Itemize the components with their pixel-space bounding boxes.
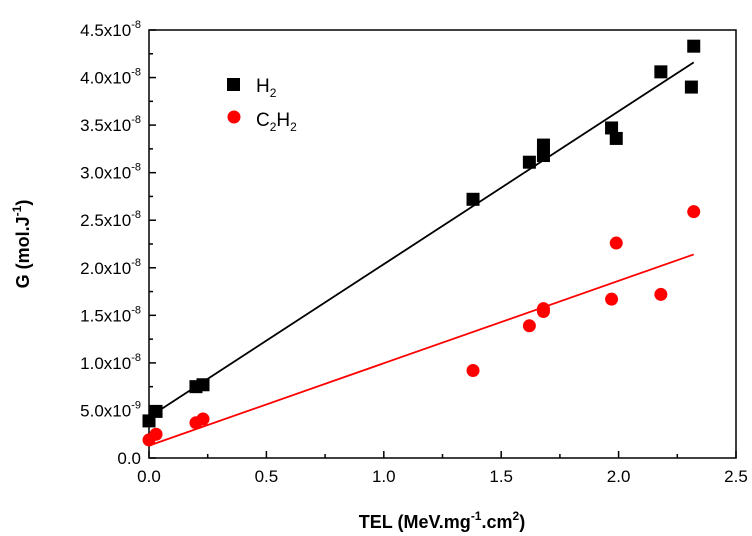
point-c2h2 [536, 302, 550, 316]
legend-label-c2h2: C2H2 [256, 110, 297, 134]
y-tick-label: 4.5x10-8 [80, 19, 141, 40]
y-tick-label: 3.0x10-8 [80, 162, 141, 183]
point-h2 [466, 192, 480, 206]
y-tick-label: 5.0x10-9 [80, 399, 141, 420]
legend-marker-h2 [227, 78, 240, 91]
x-ticks: 0.0 0.5 1.0 1.5 2.0 2.5 [137, 451, 748, 486]
point-c2h2 [654, 287, 668, 301]
point-h2 [687, 39, 701, 53]
legend: H2 C2H2 [227, 76, 297, 134]
fit-line-c2h2 [148, 253, 695, 447]
point-h2 [609, 131, 623, 145]
fit-lines [148, 61, 695, 447]
x-axis-title: TEL (MeV.mg-1.cm2) [359, 509, 525, 532]
x-tick-label: 1.0 [372, 467, 396, 486]
legend-marker-c2h2 [227, 110, 241, 124]
point-c2h2 [605, 292, 619, 306]
point-h2 [536, 138, 550, 152]
y-tick-label: 2.5x10-8 [80, 209, 141, 230]
plot-area [148, 29, 737, 459]
fit-line-h2 [148, 61, 695, 418]
x-tick-label: 1.5 [489, 467, 513, 486]
point-c2h2 [196, 412, 210, 426]
y-tick-label: 4.0x10-8 [80, 67, 141, 88]
point-c2h2 [149, 427, 163, 441]
point-c2h2 [522, 319, 536, 333]
x-tick-label: 2.0 [607, 467, 631, 486]
point-h2 [196, 378, 210, 392]
y-tick-label: 2.0x10-8 [80, 257, 141, 278]
point-h2 [149, 404, 163, 418]
x-tick-label: 2.5 [724, 467, 748, 486]
y-tick-label: 0.0 [117, 449, 141, 468]
x-tick-label: 0.5 [255, 467, 279, 486]
y-tick-label: 1.5x10-8 [80, 304, 141, 325]
x-tick-label: 0.0 [137, 467, 161, 486]
point-c2h2 [466, 363, 480, 377]
point-h2 [654, 65, 668, 79]
point-h2 [536, 149, 550, 163]
point-h2 [684, 80, 698, 94]
point-h2 [522, 155, 536, 169]
point-h2 [605, 121, 619, 135]
y-ticks: 0.0 5.0x10-9 1.0x10-8 1.5x10-8 2.0x10-8 2.5x1… [80, 19, 156, 468]
y-tick-label: 1.0x10-8 [80, 352, 141, 373]
y-tick-label: 3.5x10-8 [80, 114, 141, 135]
data-points [142, 39, 701, 447]
y-axis-title: G (mol.J-1) [10, 200, 33, 289]
point-c2h2 [687, 205, 701, 219]
legend-label-h2: H2 [256, 76, 277, 100]
point-c2h2 [609, 236, 623, 250]
